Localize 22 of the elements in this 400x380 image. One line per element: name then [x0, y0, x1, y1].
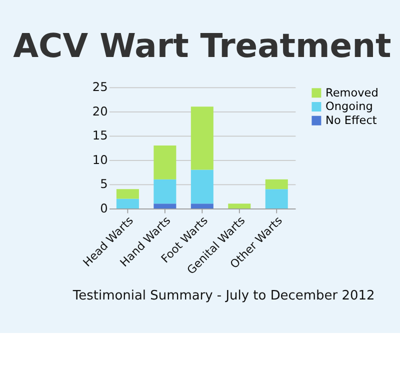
- y-tick-label: 0: [100, 201, 108, 216]
- bar: [265, 179, 288, 190]
- legend-label: Removed: [326, 86, 378, 100]
- bar: [190, 106, 214, 170]
- y-tick-label: 25: [92, 80, 108, 94]
- y-tick-label: 5: [100, 177, 108, 192]
- y-tick-label: 15: [92, 128, 108, 143]
- y-tick-label: 10: [92, 152, 108, 167]
- legend-label: Ongoing: [326, 100, 373, 114]
- bar: [190, 170, 214, 204]
- bar: [154, 145, 176, 180]
- bar: [265, 189, 288, 208]
- legend-label: No Effect: [326, 114, 378, 128]
- bar: [116, 189, 139, 199]
- bar: [228, 204, 251, 208]
- bar: [154, 204, 176, 208]
- y-tick-label: 20: [92, 104, 108, 118]
- bar: [154, 179, 176, 204]
- bar: [190, 204, 214, 208]
- text: Testimonial Summary - July to December 2012: [72, 288, 375, 304]
- bar: [116, 198, 139, 208]
- chart-title: ACV Wart Treatment: [13, 26, 392, 65]
